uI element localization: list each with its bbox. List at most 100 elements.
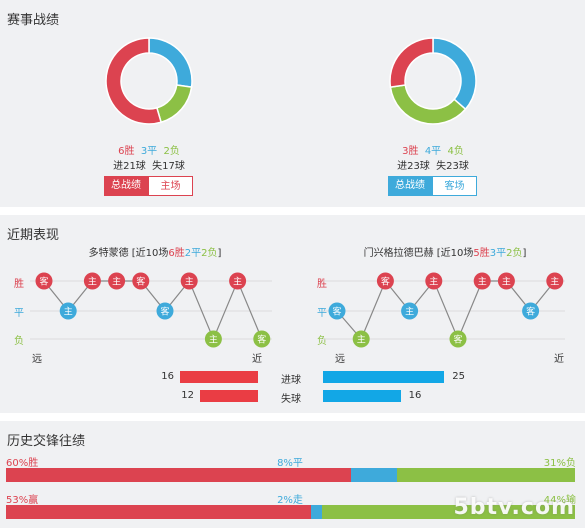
recent-form-title: 近期表现 <box>7 228 60 243</box>
left-summary-draws: 2平 <box>184 248 202 259</box>
right-form-point <box>449 330 467 348</box>
left-goals-for-value: 16 <box>161 371 174 382</box>
left-summary-losses: 2负 <box>201 248 218 259</box>
left-form-line <box>43 279 263 341</box>
h2h-loss-label: 31%负 <box>543 458 576 469</box>
right-axis-loss: 负 <box>317 336 327 347</box>
left-form-venue-label: 主 <box>233 276 242 288</box>
left-axis-win: 胜 <box>14 279 24 290</box>
left-form-point <box>229 272 247 290</box>
left-axis-near: 近 <box>252 354 262 365</box>
right-donut-draw-slice <box>432 37 477 111</box>
h2h-handicap-win-segment <box>6 505 311 519</box>
right-donut-win-slice <box>389 37 434 88</box>
left-form-point <box>108 272 126 290</box>
head-to-head-panel: 历史交锋往绩 60%胜 8%平 31%负 53%赢 2%走 44%输 5btv.… <box>0 421 585 528</box>
h2h-handicap-bar <box>6 505 575 519</box>
right-form-point <box>522 302 540 320</box>
watermark: 5btv.com <box>453 495 575 520</box>
right-form-venue-label: 主 <box>478 276 487 288</box>
right-form-venue-label: 客 <box>526 306 535 318</box>
h2h-handicap-loss-segment <box>322 505 575 519</box>
left-form-point <box>83 272 101 290</box>
right-overall-button[interactable]: 总战绩 <box>388 176 432 196</box>
right-axis-far: 远 <box>335 354 345 365</box>
right-form-point <box>376 272 394 290</box>
right-summary-losses: 2负 <box>506 248 523 259</box>
left-team-name: 多特蒙德 <box>88 248 129 259</box>
left-overall-button[interactable]: 总战绩 <box>104 176 148 196</box>
season-record-panel: 赛事战绩 6胜 3平 2负 进21球 失17球 总战绩 主场 3胜 4平 4负 … <box>0 0 585 207</box>
right-form-venue-label: 主 <box>502 276 511 288</box>
right-form-point <box>425 272 443 290</box>
left-form-chart: 客主主主客客主主主客 <box>30 272 272 348</box>
right-form-venue-label: 主 <box>405 306 414 318</box>
right-form-venue-label: 客 <box>453 334 462 346</box>
right-goals-against-bar <box>323 390 401 402</box>
h2h-result-bar <box>6 468 575 482</box>
right-form-venue-label: 客 <box>332 306 341 318</box>
left-goals-against-bar <box>199 390 258 402</box>
left-team-summary: 多特蒙德 [近10场6胜2平2负] <box>40 244 270 259</box>
left-form-point <box>59 302 77 320</box>
left-form-venue-label: 主 <box>112 276 121 288</box>
h2h-cover-label: 53%赢 <box>6 495 39 506</box>
right-summary-suffix: ] <box>522 248 527 259</box>
left-record-donut <box>105 37 193 125</box>
left-form-venue-label: 客 <box>160 306 169 318</box>
right-form-point <box>401 302 419 320</box>
h2h-result-win-segment <box>6 468 351 482</box>
season-record-title: 赛事战绩 <box>7 13 60 28</box>
right-goals-for-value: 25 <box>452 371 465 382</box>
right-form-venue-label: 主 <box>357 334 366 346</box>
left-loss-count: 2负 <box>163 146 180 157</box>
right-wdl-line: 3胜 4平 4负 <box>383 142 483 157</box>
right-form-point <box>473 272 491 290</box>
right-donut-loss-slice <box>389 84 467 125</box>
right-loss-count: 4负 <box>447 146 464 157</box>
right-form-point <box>352 330 370 348</box>
left-goals-against: 失17球 <box>152 161 185 172</box>
right-summary-draws: 3平 <box>489 248 507 259</box>
h2h-win-label: 60%胜 <box>6 458 39 469</box>
left-form-venue-label: 主 <box>64 306 73 318</box>
h2h-result-draw-segment <box>350 468 397 482</box>
left-goals-against-value: 12 <box>181 390 194 401</box>
right-axis-draw: 平 <box>317 308 327 319</box>
left-form-venue-label: 客 <box>136 276 145 288</box>
left-goals-for: 进21球 <box>113 161 146 172</box>
left-form-venue-label: 主 <box>185 276 194 288</box>
right-away-button[interactable]: 客场 <box>432 176 477 196</box>
left-form-point <box>204 330 222 348</box>
right-team-name: 门兴格拉德巴赫 <box>363 248 434 259</box>
h2h-handicap-draw-segment <box>310 505 323 519</box>
right-form-venue-label: 主 <box>429 276 438 288</box>
left-summary-prefix: [近10场 <box>128 248 169 259</box>
right-team-summary: 门兴格拉德巴赫 [近10场5胜3平2负] <box>325 244 565 259</box>
left-summary-wins: 6胜 <box>168 248 185 259</box>
left-home-button[interactable]: 主场 <box>148 176 193 196</box>
left-form-point <box>156 302 174 320</box>
right-goals-for: 进23球 <box>397 161 430 172</box>
left-donut-draw-slice <box>148 37 193 88</box>
right-draw-count: 4平 <box>424 146 442 157</box>
left-form-point <box>132 272 150 290</box>
right-summary-wins: 5胜 <box>473 248 490 259</box>
head-to-head-title: 历史交锋往绩 <box>7 434 86 449</box>
left-draw-count: 3平 <box>140 146 158 157</box>
right-form-point <box>546 272 564 290</box>
right-form-venue-label: 客 <box>381 276 390 288</box>
goals-for-label: 进球 <box>281 375 301 386</box>
left-form-point <box>35 272 53 290</box>
left-form-venue-label: 客 <box>39 276 48 288</box>
right-form-line <box>336 279 556 341</box>
left-goals-line: 进21球 失17球 <box>99 157 199 172</box>
right-goals-for-bar <box>323 371 445 383</box>
left-donut-win-slice <box>105 37 163 125</box>
right-axis-win: 胜 <box>317 279 327 290</box>
left-wdl-line: 6胜 3平 2负 <box>99 142 199 157</box>
h2h-result-loss-segment <box>396 468 575 482</box>
left-form-venue-label: 主 <box>209 334 218 346</box>
right-win-count: 3胜 <box>402 146 419 157</box>
right-axis-near: 近 <box>554 354 564 365</box>
